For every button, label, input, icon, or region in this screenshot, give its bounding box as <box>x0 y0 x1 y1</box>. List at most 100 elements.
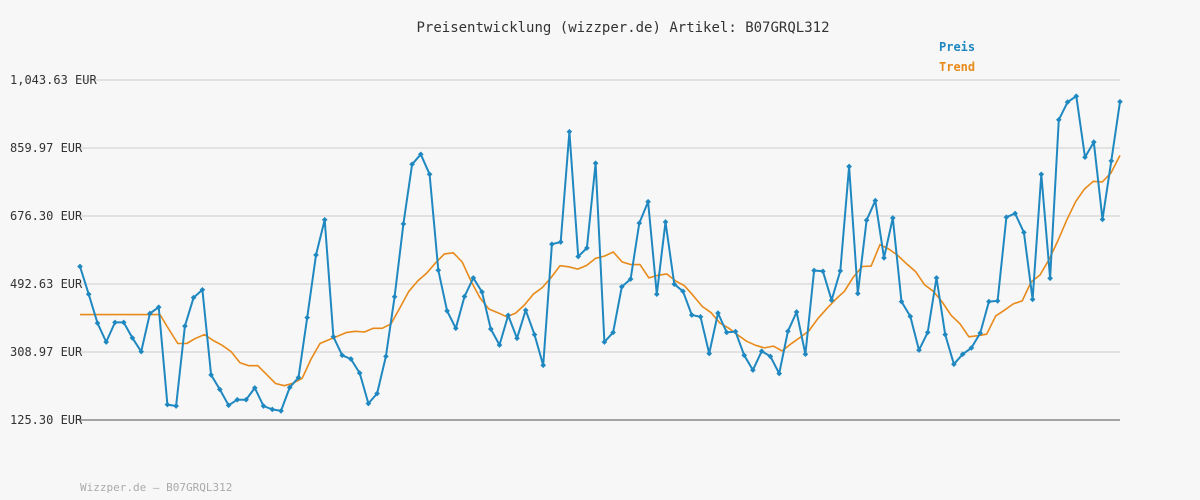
data-point-preis <box>592 160 599 167</box>
data-point-preis <box>94 320 101 326</box>
data-point-preis <box>776 370 783 377</box>
y-tick-label: 492.63 EUR <box>10 277 83 291</box>
data-point-preis <box>155 304 162 311</box>
data-point-preis <box>479 289 485 295</box>
data-point-preis <box>1099 216 1106 223</box>
data-point-preis <box>610 329 616 336</box>
data-point-preis <box>505 312 512 319</box>
data-point-preis <box>575 253 582 260</box>
data-point-preis <box>278 408 284 414</box>
data-point-preis <box>400 221 407 227</box>
data-point-preis <box>549 241 555 248</box>
data-point-preis <box>313 252 319 258</box>
data-point-preis <box>645 198 651 205</box>
data-point-preis <box>671 281 678 288</box>
data-point-preis <box>295 374 302 381</box>
data-point-preis <box>863 217 870 224</box>
data-point-preis <box>348 356 354 362</box>
data-point-preis <box>636 220 643 226</box>
y-tick-label: 859.97 EUR <box>10 141 83 155</box>
data-point-preis <box>330 333 337 340</box>
data-point-preis <box>452 325 459 332</box>
data-point-preis <box>697 313 704 320</box>
data-point-preis <box>942 331 949 338</box>
legend-preis: Preis <box>939 40 975 54</box>
data-point-preis <box>1029 296 1036 303</box>
data-point-preis <box>767 353 774 360</box>
data-point-preis <box>627 276 634 282</box>
data-point-preis <box>182 323 188 329</box>
data-point-preis <box>1082 154 1088 161</box>
data-point-preis <box>618 283 625 290</box>
data-point-preis <box>444 308 450 314</box>
data-point-preis <box>409 161 415 168</box>
data-point-preis <box>243 396 249 403</box>
data-point-preis <box>994 298 1001 304</box>
data-point-preis <box>715 310 721 316</box>
y-tick-label: 676.30 EUR <box>10 209 83 223</box>
data-point-preis <box>986 298 992 305</box>
data-point-preis <box>129 335 136 341</box>
data-point-preis <box>758 348 765 355</box>
data-point-preis <box>470 275 477 281</box>
data-point-preis <box>933 275 940 281</box>
data-point-preis <box>190 294 197 301</box>
chart-title: Preisentwicklung (wizzper.de) Artikel: B… <box>416 20 829 36</box>
data-point-preis <box>426 171 433 178</box>
data-point-preis <box>374 390 380 397</box>
data-point-preis <box>461 293 468 300</box>
data-point-preis <box>584 245 590 251</box>
data-point-preis <box>837 268 844 274</box>
data-point-preis <box>103 339 110 345</box>
data-point-preis <box>916 347 922 353</box>
data-point-preis <box>854 290 861 297</box>
data-point-preis <box>138 348 145 355</box>
data-point-preis <box>802 351 809 358</box>
data-point-preis <box>1047 275 1053 282</box>
data-point-preis <box>732 328 739 335</box>
data-point-preis <box>417 151 424 158</box>
data-point-preis <box>1117 98 1123 105</box>
grid-lines <box>80 79 1120 421</box>
data-point-preis <box>356 370 363 376</box>
data-point-preis <box>251 385 258 391</box>
data-point-preis <box>173 403 179 409</box>
data-point-preis <box>383 353 389 360</box>
data-point-preis <box>120 319 127 326</box>
data-point-preis <box>514 335 520 342</box>
data-point-preis <box>846 163 852 170</box>
data-point-preis <box>531 331 538 338</box>
data-point-preis <box>216 386 223 393</box>
data-point-preis <box>391 293 398 300</box>
data-point-preis <box>706 350 713 357</box>
data-point-preis <box>1064 99 1071 105</box>
data-point-preis <box>793 309 800 315</box>
data-point-preis <box>321 216 328 223</box>
data-point-preis <box>234 396 241 403</box>
y-tick-label: 125.30 EUR <box>10 413 83 427</box>
data-point-preis <box>601 339 608 345</box>
data-point-preis <box>1021 229 1027 236</box>
data-point-preis <box>1073 93 1080 100</box>
data-point-preis <box>1038 171 1045 178</box>
data-point-preis <box>688 312 695 318</box>
series-line-preis <box>79 95 1121 412</box>
data-point-preis <box>723 329 730 336</box>
data-point-preis <box>898 298 905 305</box>
data-point-preis <box>164 401 171 408</box>
data-point-preis <box>741 352 748 359</box>
data-point-preis <box>147 310 153 317</box>
data-point-preis <box>85 291 92 298</box>
data-point-preis <box>820 268 826 275</box>
data-point-preis <box>662 219 669 225</box>
data-point-preis <box>496 342 503 348</box>
data-point-preis <box>828 297 835 304</box>
y-axis-ticks: 1,043.63 EUR 859.97 EUR 676.30 EUR 492.63 E… <box>10 73 97 427</box>
data-point-preis <box>1003 214 1010 221</box>
data-point-preis <box>566 128 573 135</box>
data-point-preis <box>977 330 984 336</box>
data-point-preis <box>889 215 896 221</box>
data-point-preis <box>557 239 564 245</box>
footer-source: Wizzper.de – B07GRQL312 <box>80 481 232 494</box>
